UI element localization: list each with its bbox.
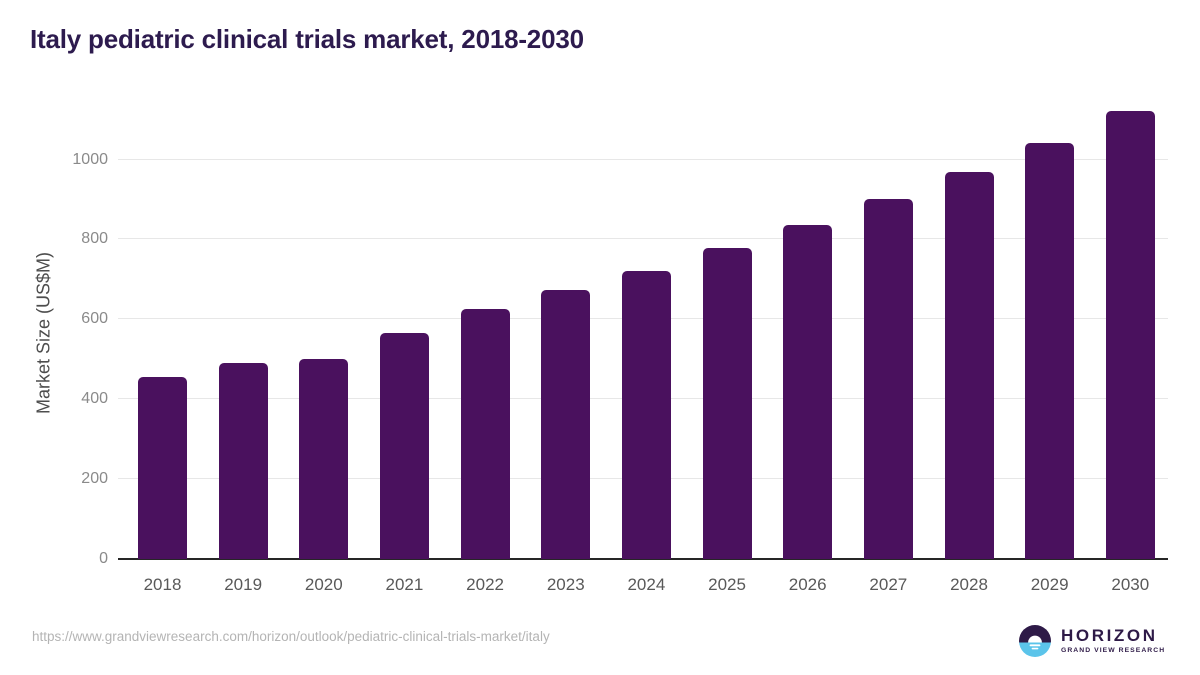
y-tick-400: 400 [81, 390, 108, 408]
gridline-1000 [118, 158, 1168, 160]
horizon-logo-text: HORIZON GRAND VIEW RESEARCH [1061, 627, 1165, 655]
y-axis-title: Market Size (US$M) [33, 251, 54, 415]
x-label-2026: 2026 [788, 575, 827, 594]
bar-2020[interactable] [299, 359, 349, 559]
source-url: https://www.grandviewresearch.com/horizo… [32, 629, 550, 644]
x-label-2024: 2024 [627, 575, 666, 594]
y-tick-1000: 1000 [72, 150, 108, 168]
y-tick-800: 800 [81, 230, 108, 248]
x-label-2029: 2029 [1030, 575, 1069, 594]
y-tick-200: 200 [81, 470, 108, 488]
logo-subtitle: GRAND VIEW RESEARCH [1061, 647, 1166, 654]
bar-2023[interactable] [541, 289, 591, 559]
x-label-2020: 2020 [304, 575, 343, 594]
chart-title: Italy pediatric clinical trials market, … [30, 24, 584, 54]
x-label-2025: 2025 [708, 575, 746, 594]
bar-2025[interactable] [702, 248, 752, 559]
x-label-2027: 2027 [869, 575, 908, 594]
horizon-sun-icon [1019, 625, 1051, 657]
y-tick-0: 0 [99, 550, 108, 567]
bar-2018[interactable] [138, 376, 187, 559]
x-label-2018: 2018 [143, 575, 182, 594]
plot-area: 0 200 400 600 800 1000 2018 2019 2020 2021 2022 202… [72, 100, 1168, 594]
x-label-2030: 2030 [1111, 575, 1150, 594]
x-label-2021: 2021 [385, 575, 424, 594]
bar-2030[interactable] [1105, 110, 1155, 559]
x-label-2019: 2019 [224, 575, 263, 594]
gridline-800 [118, 238, 1168, 240]
bar-2026[interactable] [783, 224, 833, 559]
bar-2029[interactable] [1025, 143, 1075, 559]
bar-2028[interactable] [944, 172, 994, 559]
x-axis-line [118, 558, 1168, 560]
y-tick-600: 600 [81, 310, 108, 328]
bar-2027[interactable] [863, 198, 913, 559]
x-label-2028: 2028 [950, 575, 988, 594]
bar-2022[interactable] [460, 308, 510, 559]
x-label-2022: 2022 [466, 575, 504, 594]
x-label-2023: 2023 [546, 575, 585, 594]
bar-2021[interactable] [379, 333, 429, 559]
bar-2019[interactable] [218, 362, 268, 559]
logo-name: HORIZON [1061, 626, 1158, 645]
bar-2024[interactable] [621, 270, 671, 559]
horizon-logo: HORIZON GRAND VIEW RESEARCH [1015, 620, 1170, 662]
